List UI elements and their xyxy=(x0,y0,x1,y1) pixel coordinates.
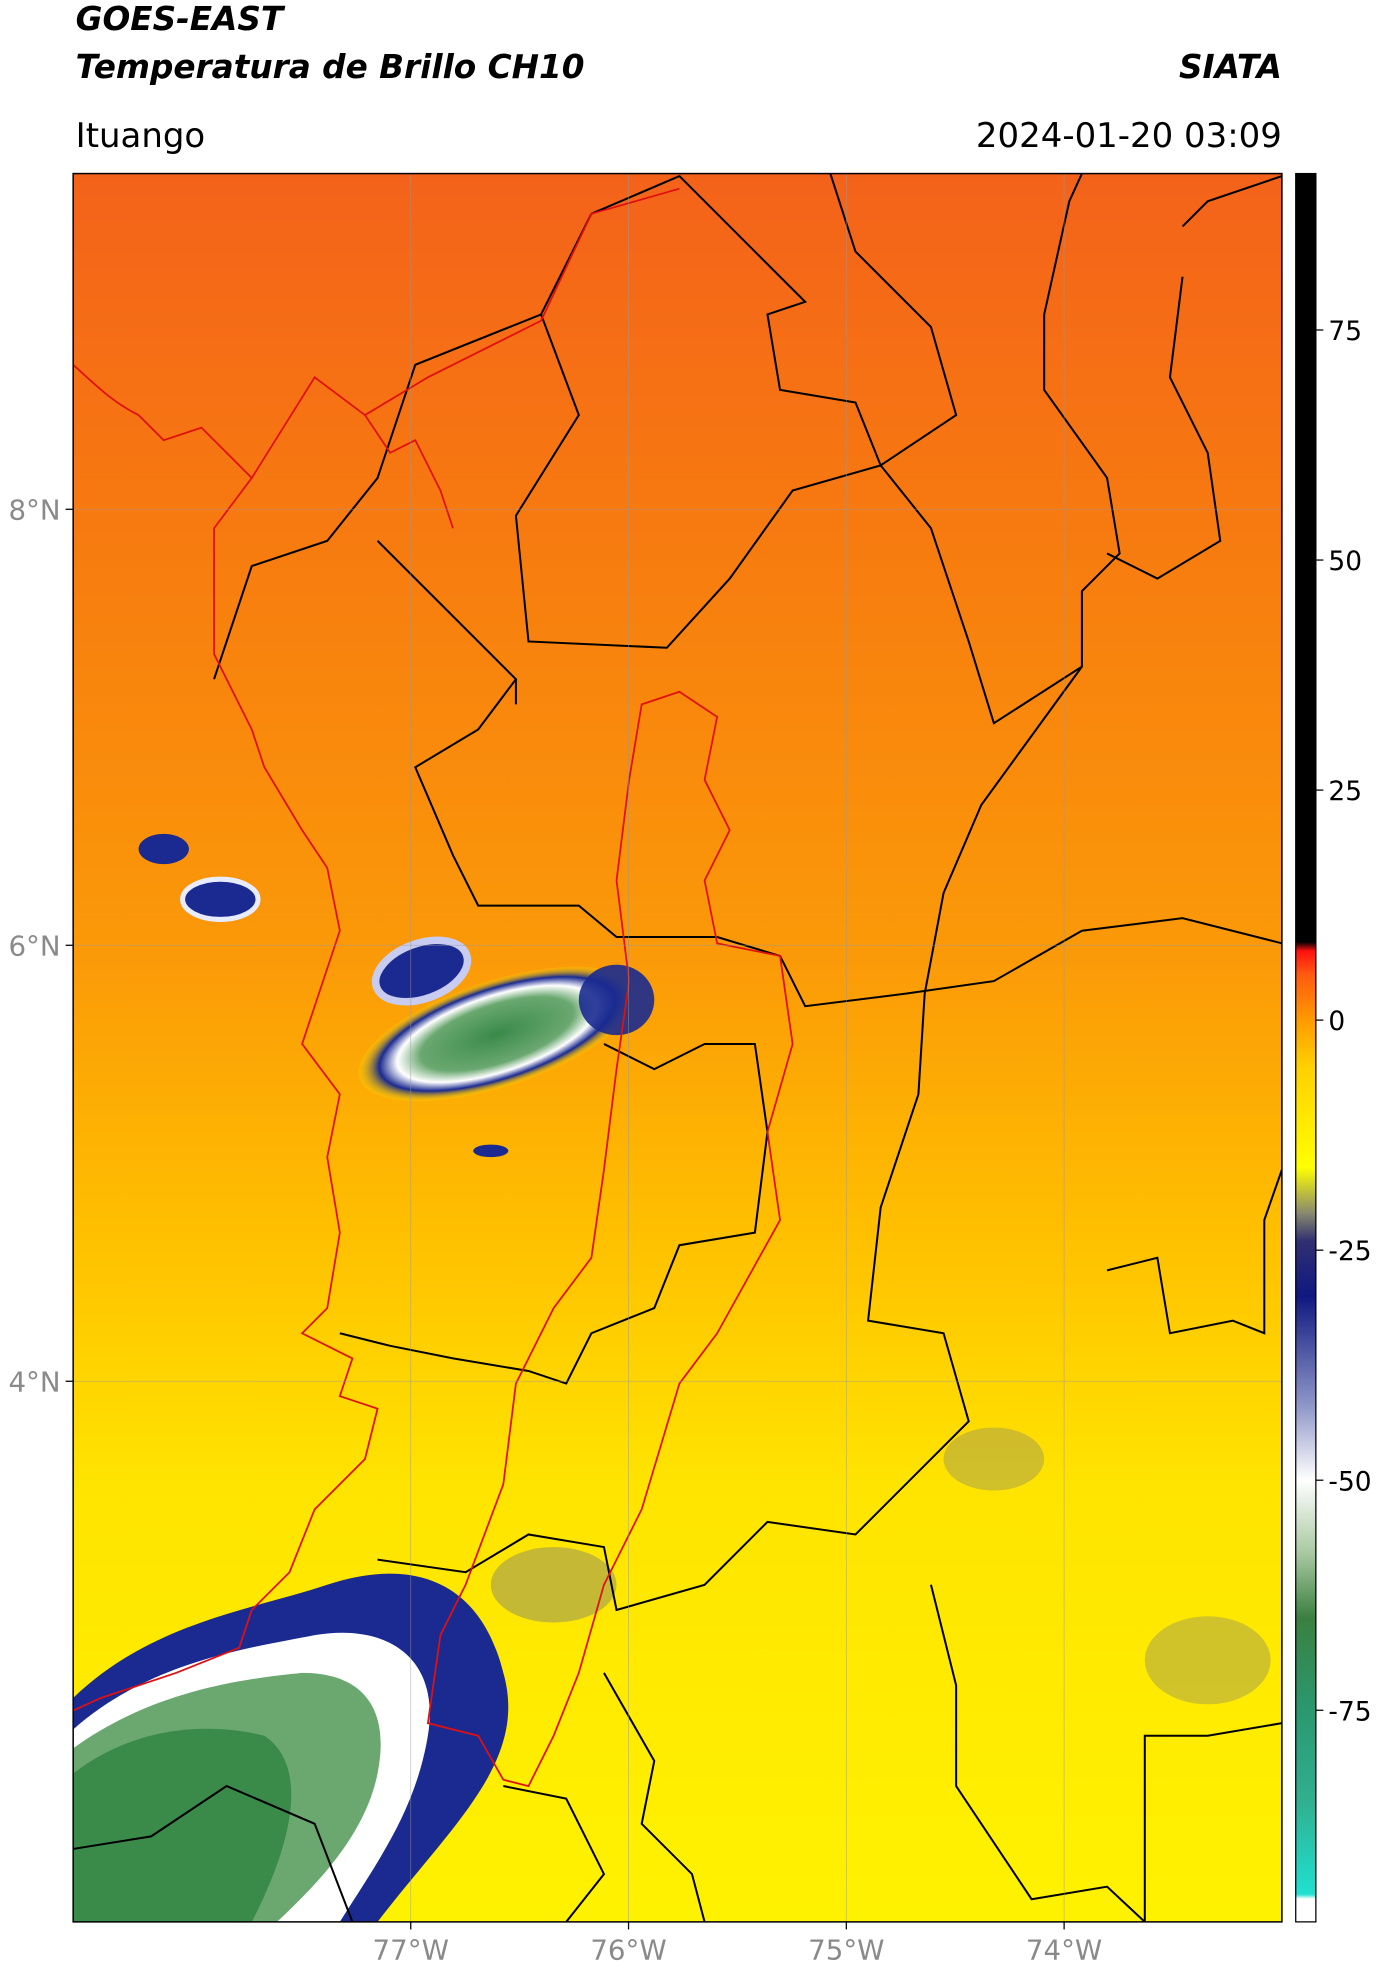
x-tick-label: 74°W xyxy=(1026,1934,1102,1967)
subtitle: Temperatura de Brillo CH10 xyxy=(76,48,585,86)
colorbar-label: 0 xyxy=(1328,1006,1345,1037)
map-image xyxy=(73,173,1282,1922)
y-tick-label: 8°N xyxy=(8,493,60,526)
x-tick-label: 75°W xyxy=(808,1934,884,1967)
datetime: 2024-01-20 03:09 xyxy=(976,116,1282,156)
source: SIATA xyxy=(1179,48,1282,86)
x-tick-label: 77°W xyxy=(373,1934,449,1967)
colorbar-label: 75 xyxy=(1328,316,1362,347)
y-tick-label: 6°N xyxy=(8,929,60,962)
x-tick-label: 76°W xyxy=(590,1934,666,1967)
colorbar-label: 25 xyxy=(1328,776,1362,807)
map-frame xyxy=(72,172,1283,1923)
graticule xyxy=(73,173,1282,1922)
y-tick-label: 4°N xyxy=(8,1365,60,1398)
colorbar-label: -75 xyxy=(1328,1696,1371,1727)
colorbar-label: 50 xyxy=(1328,546,1362,577)
colorbar xyxy=(1295,172,1317,1923)
title: GOES-EAST xyxy=(76,0,286,38)
location: Ituango xyxy=(76,116,206,156)
colorbar-label: -50 xyxy=(1328,1466,1371,1497)
colorbar-label: -25 xyxy=(1328,1236,1371,1267)
